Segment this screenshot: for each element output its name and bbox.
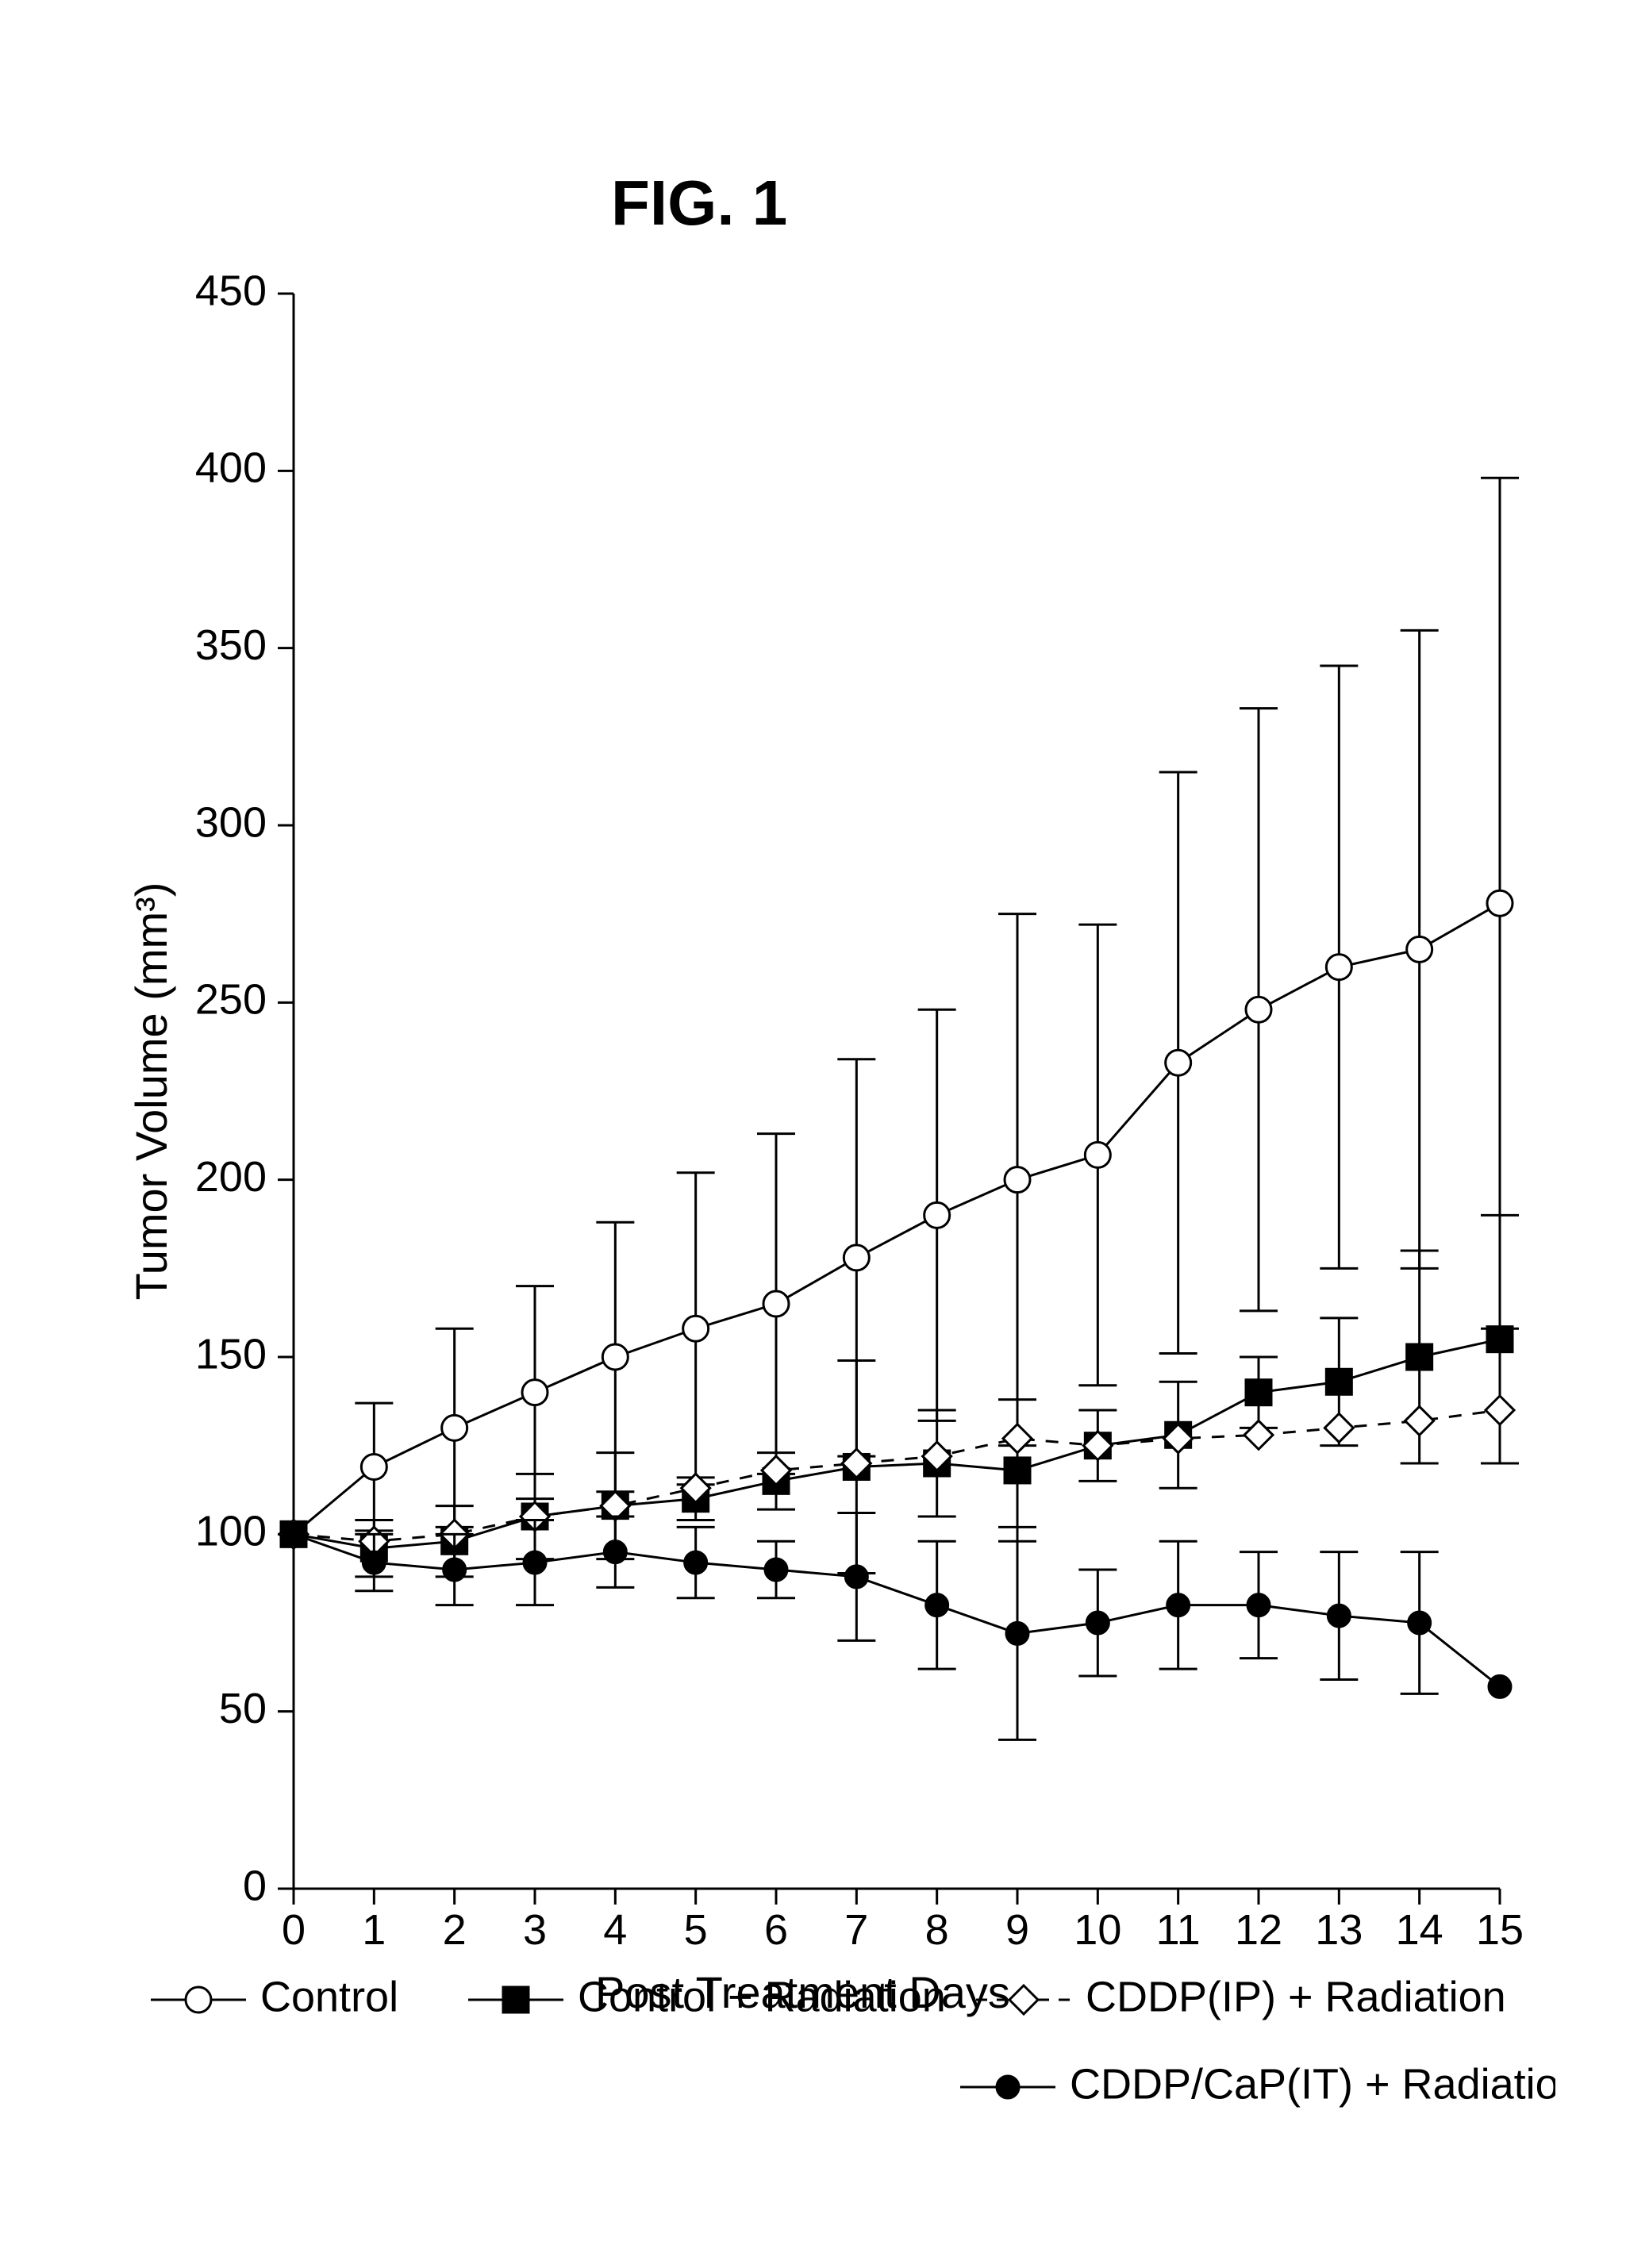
svg-text:10: 10 [1074,1906,1121,1954]
svg-text:5: 5 [684,1906,708,1954]
svg-text:400: 400 [195,444,267,492]
svg-text:Control + Radiation: Control + Radiation [578,1973,946,2020]
svg-text:8: 8 [925,1906,949,1954]
svg-text:11: 11 [1156,1906,1201,1954]
svg-text:250: 250 [195,976,267,1024]
legend-item: Control [151,1973,398,2020]
svg-text:1: 1 [362,1906,386,1954]
svg-text:3: 3 [523,1906,547,1954]
tumor-volume-chart: 0501001502002503003504004500123456789101… [71,262,1555,2254]
svg-text:450: 450 [195,267,267,314]
svg-text:150: 150 [195,1330,267,1378]
svg-text:0: 0 [282,1906,306,1954]
legend-item: Control + Radiation [468,1973,946,2020]
svg-text:9: 9 [1005,1906,1029,1954]
svg-text:350: 350 [195,621,267,669]
svg-text:50: 50 [219,1685,267,1732]
legend-item: CDDP(IP) + Radiation [976,1973,1506,2020]
svg-text:7: 7 [844,1906,868,1954]
svg-text:12: 12 [1235,1906,1282,1954]
svg-text:13: 13 [1315,1906,1363,1954]
figure-title: FIG. 1 [611,167,787,240]
svg-text:2: 2 [443,1906,467,1954]
svg-text:Tumor Volume (mm³): Tumor Volume (mm³) [126,882,176,1301]
legend-item: CDDP/CaP(IT) + Radiation [960,2060,1555,2108]
svg-text:4: 4 [603,1906,627,1954]
svg-text:0: 0 [243,1862,267,1909]
svg-text:Control: Control [260,1973,398,2020]
svg-text:200: 200 [195,1153,267,1201]
svg-text:6: 6 [764,1906,788,1954]
svg-text:100: 100 [195,1508,267,1555]
svg-text:15: 15 [1476,1906,1524,1954]
svg-text:300: 300 [195,798,267,846]
svg-text:CDDP(IP) + Radiation: CDDP(IP) + Radiation [1086,1973,1506,2020]
svg-text:14: 14 [1396,1906,1443,1954]
svg-text:CDDP/CaP(IT) + Radiation: CDDP/CaP(IT) + Radiation [1070,2060,1555,2108]
